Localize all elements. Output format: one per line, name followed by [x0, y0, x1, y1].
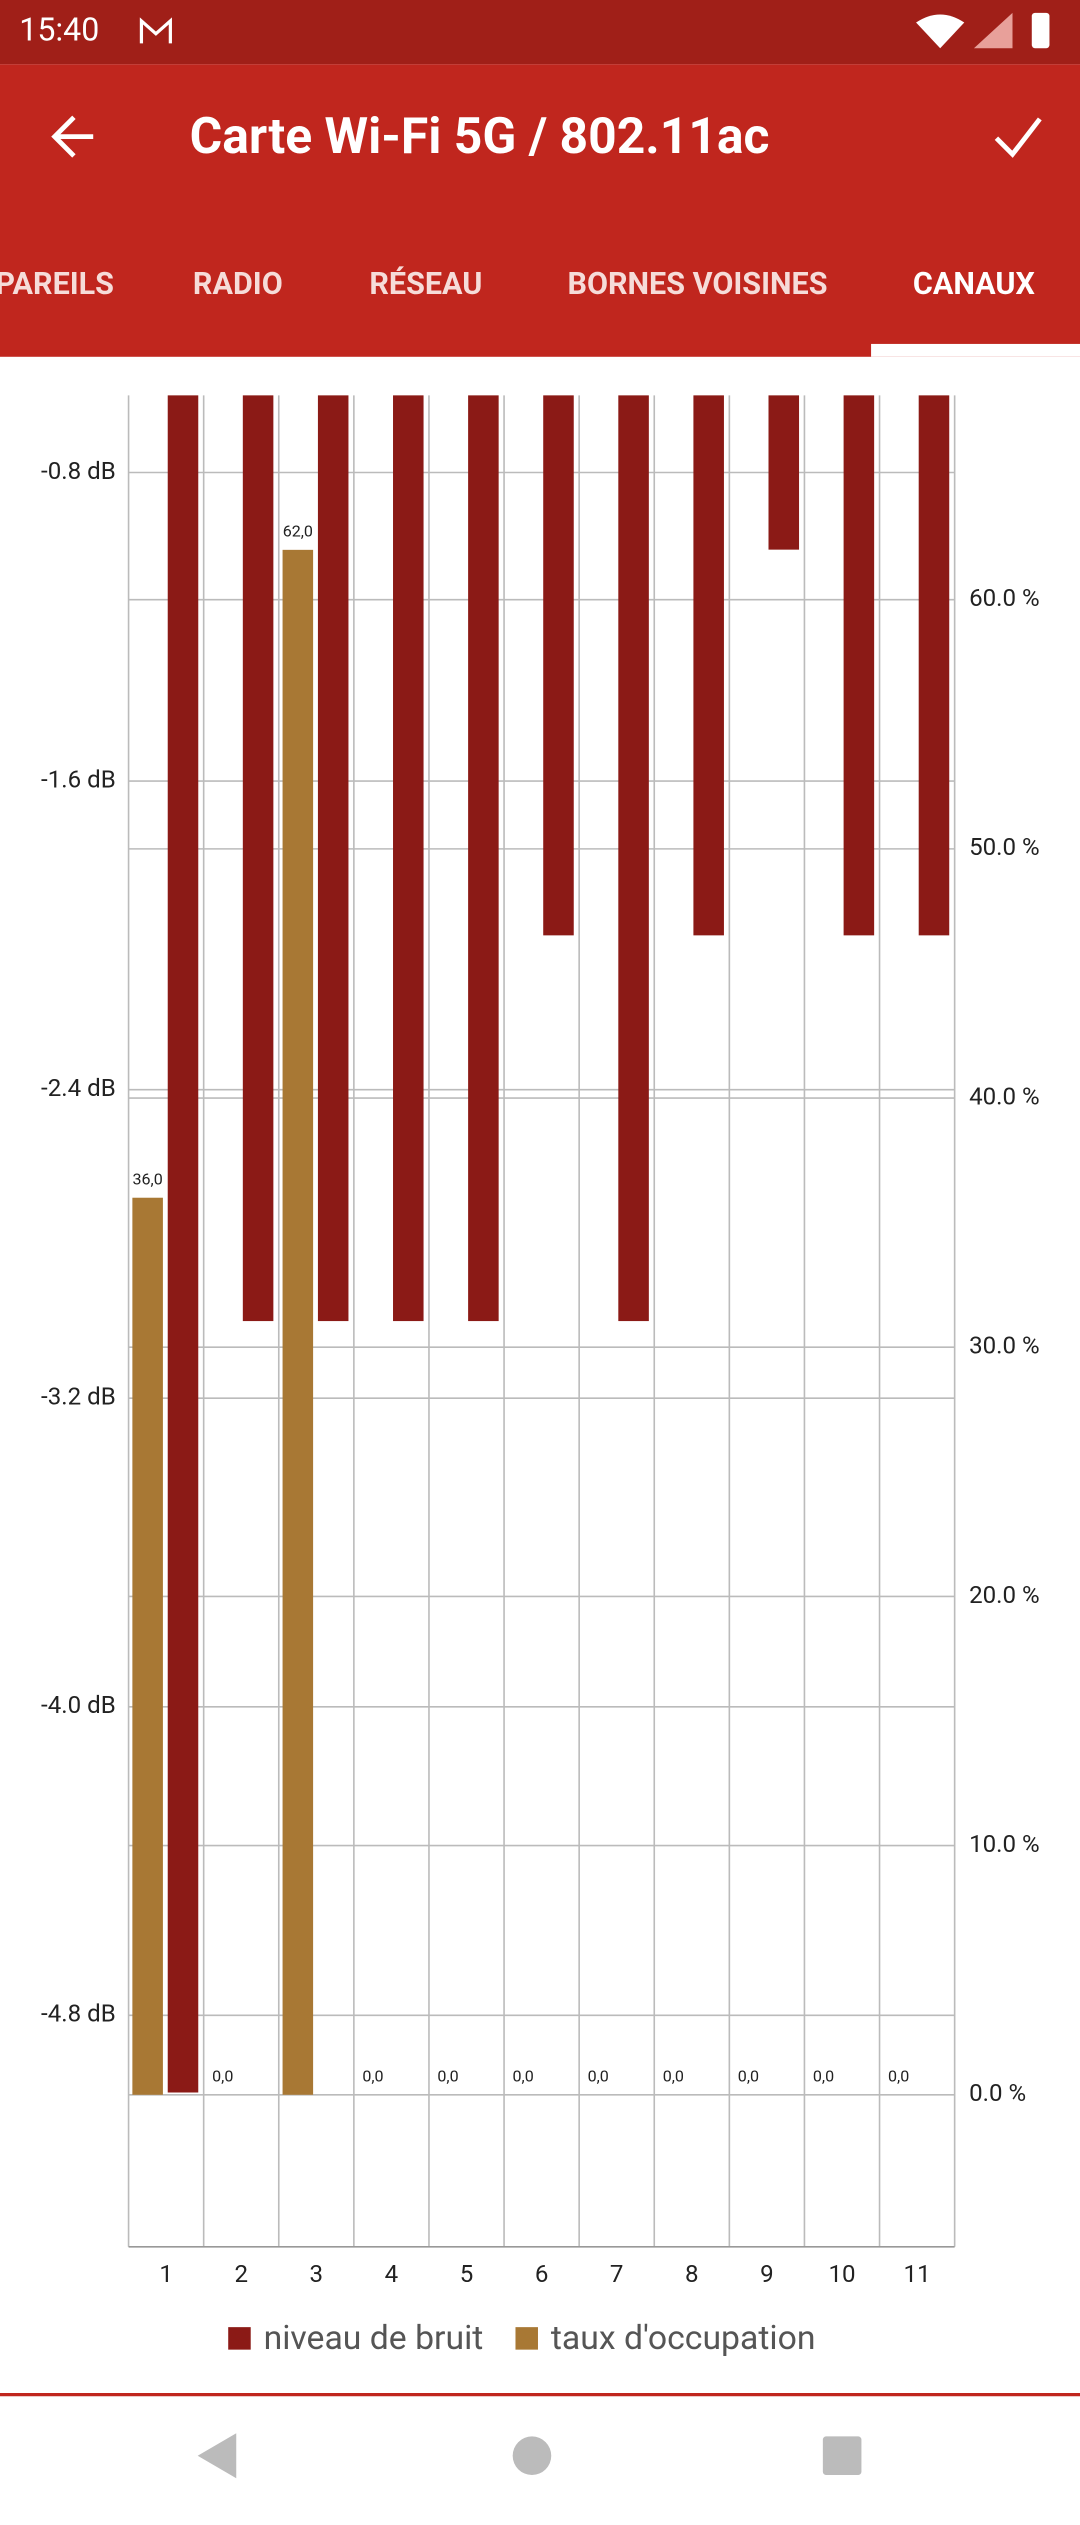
x-tick-label: 6: [535, 2260, 549, 2288]
tab[interactable]: PAREILS: [0, 267, 114, 302]
signal-icon: [973, 12, 1013, 49]
y-tick-label: -1.6 dB: [41, 765, 116, 793]
bar: [167, 395, 199, 2093]
data-label: 0,0: [437, 2066, 458, 2085]
wifi-icon: [916, 14, 965, 49]
tab[interactable]: RÉSEAU: [369, 265, 482, 302]
data-label: 0,0: [212, 2066, 233, 2085]
nav-home[interactable]: [512, 2436, 552, 2475]
bar: [317, 395, 349, 1322]
x-tick-label: 4: [385, 2260, 399, 2288]
y-tick-label: -4.0 dB: [41, 1691, 116, 1719]
x-tick-label: 2: [234, 2260, 248, 2288]
legend-swatch: [515, 2327, 538, 2350]
x-tick-label: 11: [904, 2260, 931, 2288]
status-time: 15:40: [19, 11, 99, 49]
battery-icon: [1031, 12, 1050, 49]
x-tick-label: 5: [460, 2260, 474, 2288]
nav-back[interactable]: [197, 2433, 237, 2479]
x-tick-label: 10: [828, 2260, 855, 2288]
y-tick-label: -3.2 dB: [41, 1383, 116, 1411]
y-tick-label: -4.8 dB: [41, 2000, 116, 2028]
bar: [693, 395, 724, 936]
y-tick-label: -2.4 dB: [41, 1074, 116, 1102]
data-label: 0,0: [738, 2066, 759, 2085]
legend-swatch: [228, 2327, 251, 2350]
nav-recents[interactable]: [822, 2436, 862, 2475]
data-label: 62,0: [283, 521, 313, 540]
bar: [543, 395, 574, 936]
x-tick-label: 8: [685, 2260, 699, 2288]
bar: [393, 395, 424, 1322]
y2-tick-label: 30.0 %: [969, 1332, 1040, 1360]
chart: -0.8 dB -1.6 dB -2.4 dB -3.2 dB -4.0 dB -4.8 …: [41, 395, 1040, 2358]
status-bar: [0, 0, 1080, 65]
data-label: 0,0: [513, 2066, 534, 2085]
data-label: 0,0: [362, 2066, 383, 2085]
x-tick-label: 3: [310, 2260, 324, 2288]
app-title: Carte Wi-Fi 5G / 802.11ac: [190, 108, 770, 166]
gmail-icon: [139, 17, 172, 44]
y2-tick-label: 20.0 %: [969, 1581, 1040, 1609]
tab[interactable]: BORNES VOISINES: [567, 267, 827, 302]
back-button[interactable]: [51, 115, 94, 158]
x-tick-label: 9: [760, 2260, 774, 2288]
tab-bar: PAREILS RADIO RÉSEAU BORNES VOISINES CANAUX: [0, 265, 1036, 302]
legend-label: taux d'occupation: [551, 2319, 816, 2358]
tab[interactable]: RADIO: [193, 267, 283, 302]
data-label: 36,0: [133, 1169, 163, 1188]
bar: [468, 395, 499, 1322]
tab-indicator: [871, 343, 1080, 357]
bar: [282, 549, 314, 2095]
y-tick-label: -0.8 dB: [41, 457, 116, 485]
x-tick-label: 7: [610, 2260, 624, 2288]
data-label: 0,0: [663, 2066, 684, 2085]
app-bar: [0, 64, 1080, 357]
y2-tick-label: 10.0 %: [969, 1830, 1040, 1858]
data-label: 0,0: [588, 2066, 609, 2085]
tab[interactable]: CANAUX: [913, 267, 1036, 302]
y2-tick-label: 60.0 %: [969, 584, 1040, 612]
bar: [768, 395, 800, 550]
x-tick-label: 1: [159, 2260, 173, 2288]
bar: [618, 395, 649, 1322]
confirm-button[interactable]: [994, 117, 1042, 158]
bar: [918, 395, 950, 936]
legend-label: niveau de bruit: [264, 2319, 484, 2358]
bar: [843, 395, 875, 936]
data-label: 0,0: [813, 2066, 834, 2085]
y2-tick-label: 50.0 %: [969, 833, 1040, 861]
bar: [242, 395, 274, 1322]
bar: [132, 1197, 163, 2095]
y2-tick-label: 0.0 %: [969, 2079, 1026, 2107]
data-label: 0,0: [888, 2066, 909, 2085]
y2-tick-label: 40.0 %: [969, 1082, 1040, 1110]
